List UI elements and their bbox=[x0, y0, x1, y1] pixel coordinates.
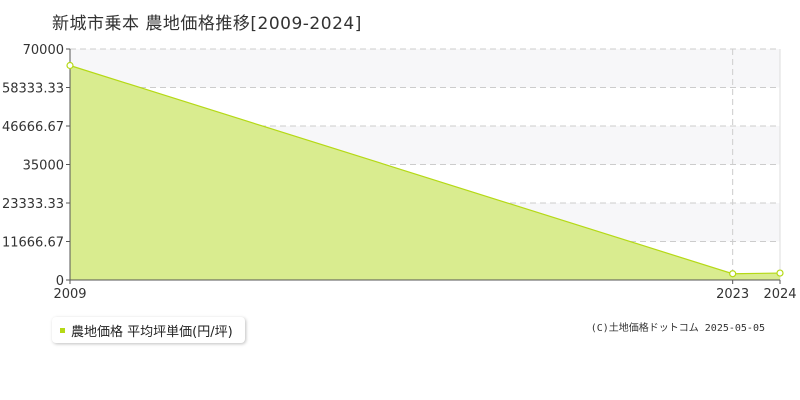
x-axis-ticks: 2009 2023 2024 bbox=[53, 280, 797, 302]
plot-band bbox=[70, 49, 780, 88]
legend-label: 農地価格 平均坪単価(円/坪) bbox=[71, 324, 233, 340]
y-tick-label: 23333.33 bbox=[2, 197, 64, 212]
data-point bbox=[729, 270, 737, 278]
data-point bbox=[776, 269, 784, 277]
y-axis-ticks: 0 11666.67 23333.33 35000 46666.67 58333.33 70… bbox=[2, 43, 70, 289]
y-tick-label: 58333.33 bbox=[2, 82, 64, 97]
y-tick-label: 46666.67 bbox=[2, 120, 64, 135]
data-point bbox=[66, 61, 74, 70]
chart-title: 新城市乗本 農地価格推移[2009-2024] bbox=[52, 14, 362, 34]
series-area bbox=[70, 65, 780, 280]
y-tick-label: 70000 bbox=[23, 43, 64, 58]
y-tick-label: 0 bbox=[56, 274, 64, 289]
y-tick-label: 35000 bbox=[23, 159, 64, 174]
data-points bbox=[66, 61, 784, 278]
x-tick-label: 2023 bbox=[716, 287, 749, 302]
x-tick-label: 2009 bbox=[53, 287, 86, 302]
legend: 農地価格 平均坪単価(円/坪) bbox=[52, 317, 245, 343]
legend-swatch bbox=[60, 327, 65, 333]
x-tick-label: 2024 bbox=[763, 287, 796, 302]
y-tick-label: 11666.67 bbox=[2, 235, 64, 250]
copyright-text: (C)土地価格ドットコム 2025-05-05 bbox=[590, 323, 765, 334]
